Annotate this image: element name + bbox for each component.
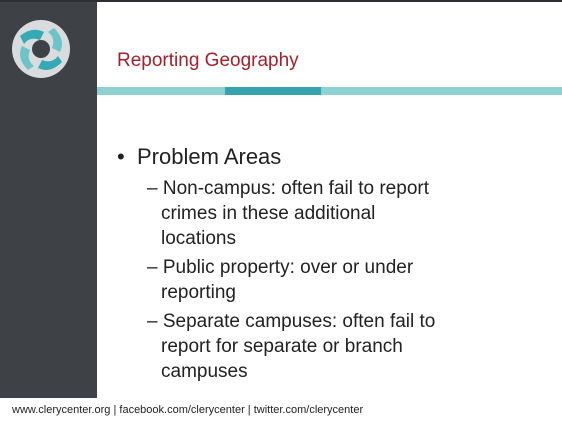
top-border [0,0,562,2]
title-rule [97,87,562,95]
sub-list: Non-campus: often fail to report crimes … [115,176,455,384]
footer: www.clerycenter.org | facebook.com/clery… [12,404,364,416]
bullet: Problem Areas [115,142,455,172]
sub-item: Separate campuses: often fail to report … [147,309,455,384]
logo [12,20,70,78]
slide-title: Reporting Geography [117,50,299,71]
content: Problem Areas Non-campus: often fail to … [115,142,455,384]
sub-item: Non-campus: often fail to report crimes … [147,176,455,251]
sub-item: Public property: over or under reporting [147,255,455,305]
